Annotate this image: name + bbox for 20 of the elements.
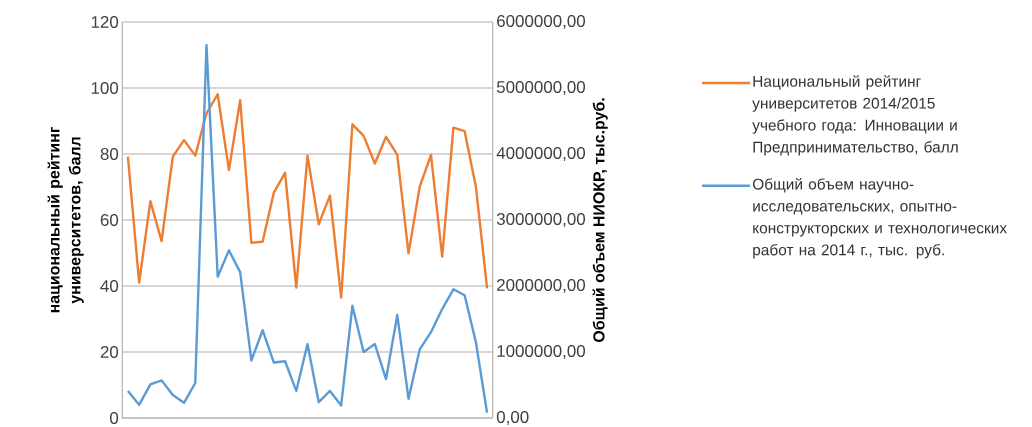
y-tick-label: 60 (100, 214, 119, 226)
y2-axis-title: Общий объем НИОКР, тыс.руб. (592, 98, 608, 343)
y-tick-label: 20 (100, 346, 119, 358)
y-tick-label: 80 (100, 148, 119, 160)
y2-tick-label: 1000000,00 (497, 345, 586, 359)
y-axis-title: национальный рейтинг университетов, балл (47, 126, 84, 313)
y2-tick-label: 0,00 (496, 411, 529, 425)
y2-tick-label: 6000000,00 (497, 15, 586, 29)
legend-label: Национальный рейтинг университетов 2014/2015 учебного года: Инновации и Предпринимательство, балл (752, 75, 958, 156)
y2-tick-label: 2000000,00 (497, 279, 586, 293)
y-tick-label: 40 (100, 280, 119, 292)
y-tick-label: 0 (110, 412, 119, 424)
y-tick-label: 120 (91, 16, 119, 28)
y-tick-label: 100 (91, 82, 119, 94)
line-series (126, 43, 489, 414)
line-series (126, 93, 489, 299)
y2-tick-label: 5000000,00 (496, 81, 586, 95)
y2-tick-label: 3000000,00 (496, 213, 586, 227)
legend-label: Общий объем научно-исследовательских, опытно-конструкторских и технологических работ на 2014 г., тыс. руб. (752, 178, 1007, 259)
y2-tick-label: 4000000,00 (496, 147, 586, 161)
